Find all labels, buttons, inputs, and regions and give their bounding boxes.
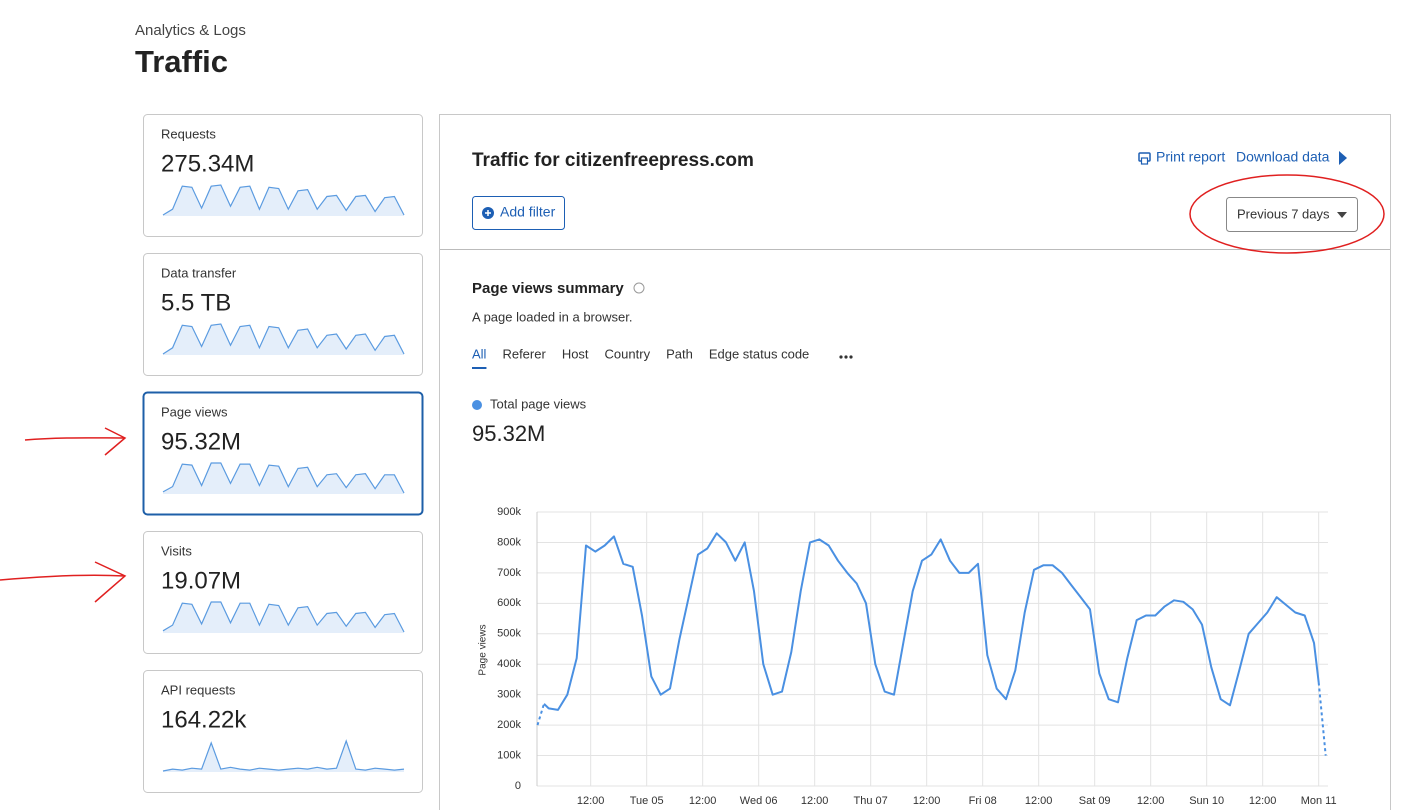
total-value: 95.32M: [472, 421, 545, 446]
print-icon-paper: [1140, 157, 1149, 165]
line-partial: [1317, 682, 1327, 756]
sparkline-area: [163, 602, 404, 633]
x-tick-label: Sat 09: [1079, 795, 1111, 807]
add-filter-label: Add filter: [500, 204, 556, 220]
add-filter-frame: [472, 196, 565, 230]
x-tick-label: 12:00: [577, 795, 605, 807]
page-title: Traffic: [135, 44, 228, 79]
print-report[interactable]: Print report: [1138, 149, 1225, 165]
sparkline: [162, 601, 405, 633]
card-value: 5.5 TB: [161, 289, 231, 316]
red-circle: [1189, 174, 1385, 254]
y-tick-label: 300k: [497, 689, 521, 701]
sparkline-area: [163, 185, 404, 216]
tab[interactable]: Country: [605, 346, 651, 361]
tab[interactable]: Path: [666, 346, 693, 361]
x-tick-label: 12:00: [689, 795, 717, 807]
y-tick-label: 700k: [497, 567, 521, 579]
y-axis-label: Page views: [478, 624, 489, 675]
red-arrow: [24, 427, 127, 456]
line-partial: [536, 703, 545, 726]
x-tick-label: Thu 07: [854, 795, 888, 807]
sparkline: [162, 323, 405, 355]
y-tick-label: 200k: [497, 719, 521, 731]
x-tick-label: Sun 10: [1189, 795, 1224, 807]
x-tick-label: 12:00: [1025, 795, 1053, 807]
tab[interactable]: Edge status code: [709, 346, 809, 361]
card-label: API requests: [161, 682, 236, 697]
legend-dot: [472, 400, 482, 410]
y-tick-label: 400k: [497, 658, 521, 670]
y-tick-label: 600k: [497, 597, 521, 609]
x-tick-label: Wed 06: [740, 795, 778, 807]
y-tick-label: 100k: [497, 749, 521, 761]
x-tick-label: 12:00: [1137, 795, 1165, 807]
x-tick-label: Fri 08: [969, 795, 997, 807]
tab[interactable]: Referer: [502, 346, 546, 361]
card-value: 164.22k: [161, 706, 247, 733]
panel-title: Traffic for citizenfreepress.com: [472, 150, 754, 171]
sparkline-area: [163, 324, 404, 355]
download-caret: [1339, 151, 1347, 165]
line: [543, 532, 1320, 711]
clock-icon: [633, 282, 645, 294]
tab[interactable]: All: [472, 346, 487, 361]
card-label: Page views: [161, 404, 228, 419]
tab[interactable]: Host: [562, 346, 589, 361]
sparkline: [162, 739, 405, 772]
y-tick-label: 900k: [497, 506, 521, 518]
sparkline: [162, 462, 405, 494]
card-value: 275.34M: [161, 150, 254, 177]
annotations: [0, 174, 1385, 603]
card-value: 95.32M: [161, 428, 241, 455]
x-tick-label: 12:00: [913, 795, 941, 807]
section-label: Analytics & Logs: [135, 22, 246, 39]
card-value: 19.07M: [161, 567, 241, 594]
legend-label: Total page views: [490, 396, 587, 411]
x-tick-label: 12:00: [801, 795, 829, 807]
print-link[interactable]: Print report: [1156, 149, 1225, 165]
range-label: Previous 7 days: [1237, 206, 1330, 221]
card-label: Requests: [161, 126, 216, 141]
summary-desc: A page loaded in a browser.: [472, 309, 632, 324]
sparkline-area: [163, 463, 404, 494]
y-tick-label: 800k: [497, 536, 521, 548]
dot: [849, 355, 853, 359]
download-link[interactable]: Download data: [1236, 149, 1330, 165]
dot: [839, 355, 843, 359]
sparkline: [162, 184, 405, 216]
y-tick-label: 500k: [497, 628, 521, 640]
add-filter-button[interactable]: Add filter: [472, 196, 565, 230]
y-tick-label: 0: [515, 780, 521, 792]
x-tick-label: 12:00: [1249, 795, 1277, 807]
red-arrow: [0, 561, 127, 603]
dot: [844, 355, 848, 359]
more-tabs[interactable]: [839, 355, 853, 359]
card-label: Visits: [161, 543, 192, 558]
x-tick-label: Tue 05: [630, 795, 664, 807]
card-label: Data transfer: [161, 265, 237, 280]
range-caret: [1337, 212, 1347, 218]
range-frame: [1226, 197, 1358, 232]
summary-title: Page views summary: [472, 280, 624, 297]
range-select[interactable]: Previous 7 days: [1226, 197, 1358, 232]
x-tick-label: Mon 11: [1301, 795, 1337, 807]
plus-sign: [485, 210, 491, 216]
